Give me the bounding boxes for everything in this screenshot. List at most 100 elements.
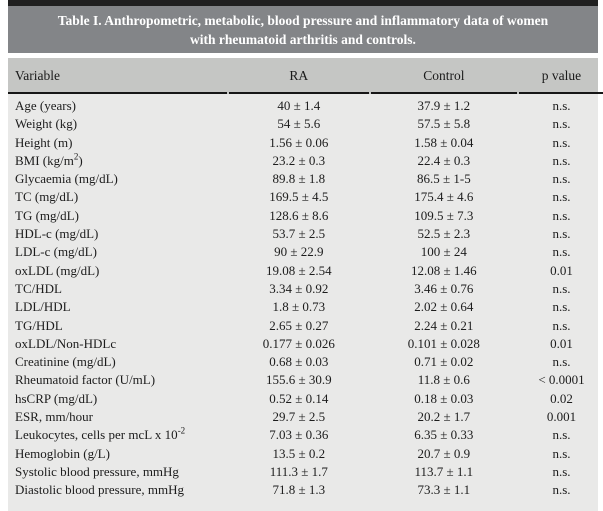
control-value-cell: 2.24 ± 0.21 xyxy=(414,317,474,333)
pvalue-cell: n.s. xyxy=(552,482,571,498)
table-title: Table I. Anthropometric, metabolic, bloo… xyxy=(8,6,598,53)
pvalue-cell: < 0.0001 xyxy=(538,372,585,388)
variable-cell: LDL-c (mg/dL) xyxy=(15,244,97,260)
ra-value-cell: 0.68 ± 0.03 xyxy=(269,354,329,370)
table-row: Height (m) 1.56 ± 0.06 1.58 ± 0.04 n.s. xyxy=(8,134,598,152)
pvalue-cell: 0.01 xyxy=(550,335,573,351)
variable-cell: Glycaemia (mg/dL) xyxy=(15,171,118,187)
table-header-row: Variable RA Control p value xyxy=(8,58,603,94)
ra-value-cell: 0.177 ± 0.026 xyxy=(262,335,335,351)
ra-value-cell: 0.52 ± 0.14 xyxy=(269,390,329,406)
table-row: HDL-c (mg/dL) 53.7 ± 2.5 52.5 ± 2.3 n.s. xyxy=(8,225,598,243)
variable-cell: Diastolic blood pressure, mmHg xyxy=(15,482,184,498)
title-header-gap xyxy=(8,53,598,58)
variable-cell: oxLDL/Non-HDLc xyxy=(15,335,117,351)
ra-value-cell: 169.5 ± 4.5 xyxy=(269,189,329,205)
control-value-cell: 57.5 ± 5.8 xyxy=(417,116,471,132)
ra-value-cell: 19.08 ± 2.54 xyxy=(265,262,332,278)
control-value-cell: 37.9 ± 1.2 xyxy=(417,98,471,113)
control-value-cell: 52.5 ± 2.3 xyxy=(417,226,471,242)
table-row: TG/HDL 2.65 ± 0.27 2.24 ± 0.21 n.s. xyxy=(8,317,598,335)
table-row: LDL-c (mg/dL) 90 ± 22.9 100 ± 24 n.s. xyxy=(8,243,598,261)
variable-cell: Rheumatoid factor (U/mL) xyxy=(15,372,156,388)
pvalue-cell: n.s. xyxy=(552,171,571,187)
table-row: Glycaemia (mg/dL) 89.8 ± 1.8 86.5 ± 1-5 … xyxy=(8,170,598,188)
ra-value-cell: 1.56 ± 0.06 xyxy=(269,134,329,150)
pvalue-cell: 0.02 xyxy=(550,390,573,406)
pvalue-cell: n.s. xyxy=(552,152,571,168)
column-header-control: Control xyxy=(370,58,518,94)
pvalue-cell: 0.01 xyxy=(550,262,573,278)
variable-cell: Leukocytes, cells per mcL x 10-2 xyxy=(15,426,186,443)
table-row: TC (mg/dL) 169.5 ± 4.5 175.4 ± 4.6 n.s. xyxy=(8,188,598,206)
table-row: Diastolic blood pressure, mmHg 71.8 ± 1.… xyxy=(8,481,598,499)
control-value-cell: 0.101 ± 0.028 xyxy=(407,335,480,351)
column-header-variable: Variable xyxy=(8,58,227,94)
ra-value-cell: 71.8 ± 1.3 xyxy=(272,482,326,498)
control-value-cell: 6.35 ± 0.33 xyxy=(414,427,474,443)
control-value-cell: 20.2 ± 1.7 xyxy=(417,409,471,425)
variable-cell: LDL/HDL xyxy=(15,299,71,315)
ra-value-cell: 23.2 ± 0.3 xyxy=(272,152,326,168)
control-value-cell: 20.7 ± 0.9 xyxy=(417,445,471,461)
control-value-cell: 86.5 ± 1-5 xyxy=(417,171,471,187)
pvalue-cell: n.s. xyxy=(552,427,571,443)
pvalue-cell: n.s. xyxy=(552,134,571,150)
table-row: TC/HDL 3.34 ± 0.92 3.46 ± 0.76 n.s. xyxy=(8,280,598,298)
variable-cell: Creatinine (mg/dL) xyxy=(15,354,116,370)
variable-cell: oxLDL (mg/dL) xyxy=(15,262,100,278)
table-row: Leukocytes, cells per mcL x 10-2 7.03 ± … xyxy=(8,426,598,444)
pvalue-cell: n.s. xyxy=(552,280,571,296)
table-row: Creatinine (mg/dL) 0.68 ± 0.03 0.71 ± 0.… xyxy=(8,353,598,371)
variable-cell: TC (mg/dL) xyxy=(15,189,79,205)
table-row: LDL/HDL 1.8 ± 0.73 2.02 ± 0.64 n.s. xyxy=(8,298,598,316)
variable-cell: hsCRP (mg/dL) xyxy=(15,390,98,406)
table-row: Hemoglobin (g/L) 13.5 ± 0.2 20.7 ± 0.9 n… xyxy=(8,445,598,463)
ra-value-cell: 2.65 ± 0.27 xyxy=(269,317,329,333)
control-value-cell: 22.4 ± 0.3 xyxy=(417,152,471,168)
ra-value-cell: 7.03 ± 0.36 xyxy=(269,427,329,443)
ra-value-cell: 90 ± 22.9 xyxy=(274,244,324,260)
table-row: hsCRP (mg/dL) 0.52 ± 0.14 0.18 ± 0.03 0.… xyxy=(8,390,598,408)
control-value-cell: 11.8 ± 0.6 xyxy=(417,372,470,388)
variable-cell: Systolic blood pressure, mmHg xyxy=(15,463,179,479)
table-row: Systolic blood pressure, mmHg 111.3 ± 1.… xyxy=(8,463,598,481)
ra-value-cell: 53.7 ± 2.5 xyxy=(272,226,326,242)
control-value-cell: 0.71 ± 0.02 xyxy=(414,354,474,370)
ra-value-cell: 54 ± 5.6 xyxy=(277,116,321,132)
ra-value-cell: 155.6 ± 30.9 xyxy=(265,372,332,388)
column-header-pvalue: p value xyxy=(519,58,603,94)
table-row: TG (mg/dL) 128.6 ± 8.6 109.5 ± 7.3 n.s. xyxy=(8,207,598,225)
pvalue-cell: n.s. xyxy=(552,98,571,113)
ra-value-cell: 40 ± 1.4 xyxy=(277,98,321,113)
table-title-line2: with rheumatoid arthritis and controls. xyxy=(190,32,416,47)
pvalue-cell: n.s. xyxy=(552,317,571,333)
variable-cell: HDL-c (mg/dL) xyxy=(15,226,99,242)
control-value-cell: 100 ± 24 xyxy=(420,244,467,260)
control-value-cell: 1.58 ± 0.04 xyxy=(414,134,474,150)
variable-cell: Hemoglobin (g/L) xyxy=(15,445,110,461)
pvalue-cell: n.s. xyxy=(552,299,571,315)
column-header-ra: RA xyxy=(228,58,369,94)
table-row: oxLDL/Non-HDLc 0.177 ± 0.026 0.101 ± 0.0… xyxy=(8,335,598,353)
control-value-cell: 73.3 ± 1.1 xyxy=(417,482,471,498)
variable-cell: Height (m) xyxy=(15,134,73,150)
control-value-cell: 113.7 ± 1.1 xyxy=(414,463,474,479)
variable-cell: ESR, mm/hour xyxy=(15,409,94,425)
pvalue-cell: n.s. xyxy=(552,226,571,242)
data-table: Table I. Anthropometric, metabolic, bloo… xyxy=(8,0,603,511)
table-row: Rheumatoid factor (U/mL) 155.6 ± 30.9 11… xyxy=(8,371,598,389)
ra-value-cell: 128.6 ± 8.6 xyxy=(269,207,329,223)
pvalue-cell: n.s. xyxy=(552,189,571,205)
table-top-rule xyxy=(8,0,598,6)
variable-cell: BMI (kg/m2) xyxy=(15,151,83,168)
pvalue-cell: n.s. xyxy=(552,354,571,370)
variable-cell: TC/HDL xyxy=(15,280,62,296)
ra-value-cell: 29.7 ± 2.5 xyxy=(272,409,326,425)
pvalue-cell: n.s. xyxy=(552,445,571,461)
variable-cell: TG (mg/dL) xyxy=(15,207,79,223)
control-value-cell: 12.08 ± 1.46 xyxy=(411,262,477,278)
ra-value-cell: 13.5 ± 0.2 xyxy=(272,445,326,461)
table-row: Age (years) 40 ± 1.4 37.9 ± 1.2 n.s. xyxy=(8,97,598,115)
